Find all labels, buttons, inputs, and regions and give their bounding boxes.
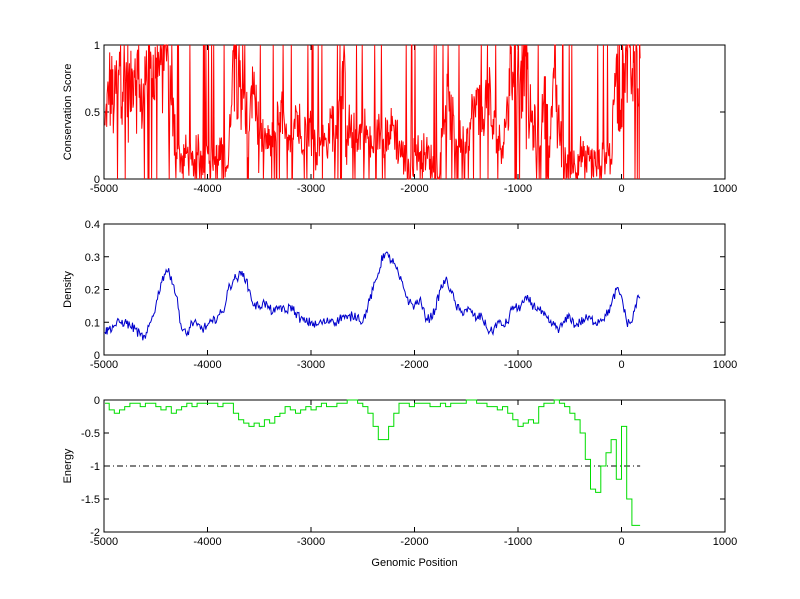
x-tick-label: -3000 — [297, 183, 325, 195]
x-tick-label: 0 — [618, 536, 624, 548]
axes-frame — [103, 223, 726, 356]
x-tick-label: -2000 — [400, 183, 428, 195]
x-tick-label: 0 — [618, 183, 624, 195]
x-tick-label: 1000 — [713, 183, 737, 195]
y-tick-label: 0 — [94, 395, 100, 407]
y-axis-label: Density — [62, 271, 74, 308]
x-tick-label: -5000 — [90, 359, 118, 371]
y-axis-label: Energy — [62, 448, 74, 483]
x-tick-label: -4000 — [193, 183, 221, 195]
x-tick-label: 1000 — [713, 359, 737, 371]
x-tick-label: -4000 — [193, 359, 221, 371]
y-tick-label: 0.4 — [85, 219, 100, 231]
x-axis-label: Genomic Position — [371, 557, 457, 569]
series-line — [104, 251, 641, 341]
x-tick-label: -2000 — [400, 536, 428, 548]
y-tick-label: 1 — [94, 40, 100, 52]
x-tick-label: -5000 — [90, 183, 118, 195]
y-tick-label: 0.5 — [85, 107, 100, 119]
y-tick-label: 0 — [94, 350, 100, 362]
y-tick-label: 0.3 — [85, 252, 100, 264]
y-tick-label: 0 — [94, 174, 100, 186]
y-tick-label: -0.5 — [81, 428, 100, 440]
x-tick-label: -1000 — [504, 536, 532, 548]
x-tick-label: -1000 — [504, 183, 532, 195]
x-tick-label: -2000 — [400, 359, 428, 371]
x-tick-label: -1000 — [504, 359, 532, 371]
x-tick-label: -5000 — [90, 536, 118, 548]
conservation-panel: -5000 -4000 -3000 -2000 -1000 0 1000 0 0.5 1 Conse… — [62, 40, 737, 195]
y-axis-label: Conservation Score — [62, 64, 74, 161]
y-tick-label: -2 — [90, 527, 100, 539]
series-line — [105, 399, 641, 526]
y-tick-label: -1 — [90, 461, 100, 473]
x-tick-label: -3000 — [297, 359, 325, 371]
y-tick-label: 0.1 — [85, 317, 100, 329]
y-tick-label: 0.2 — [85, 285, 100, 297]
series-line — [104, 44, 641, 180]
energy-panel: -5000 -4000 -3000 -2000 -1000 0 1000 -2 -1.5 -1 -0… — [62, 395, 737, 569]
x-tick-label: -4000 — [193, 536, 221, 548]
x-tick-label: -3000 — [297, 536, 325, 548]
density-panel: -5000 -4000 -3000 -2000 -1000 0 1000 0 0.1 0.2 0.3… — [62, 219, 737, 371]
y-tick-label: -1.5 — [81, 494, 100, 506]
x-tick-label: 0 — [618, 359, 624, 371]
x-tick-label: 1000 — [713, 536, 737, 548]
